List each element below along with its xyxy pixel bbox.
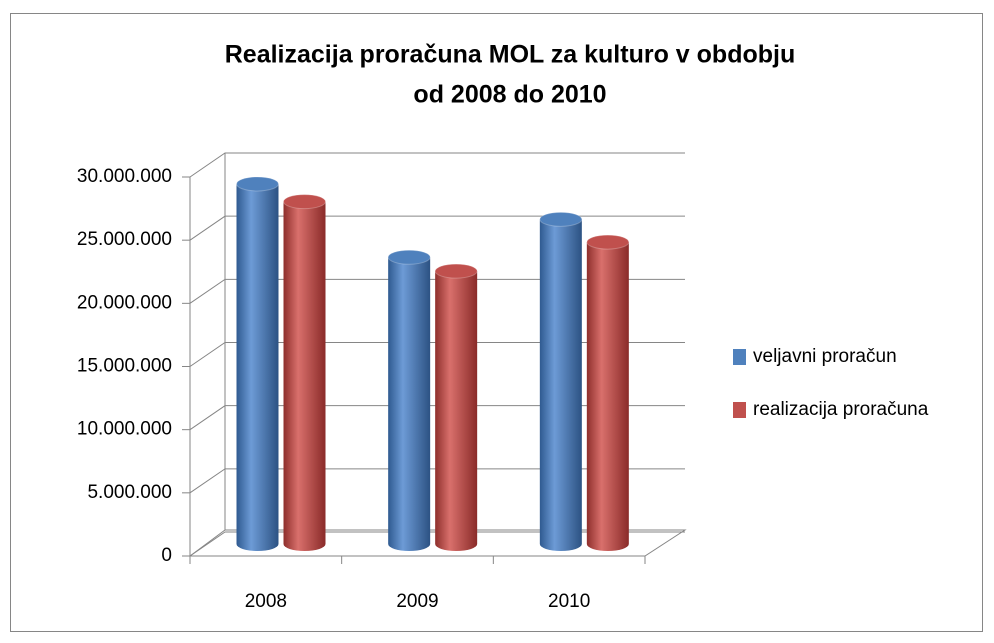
legend-label: veljavni proračun — [753, 346, 897, 367]
bar-body — [388, 257, 431, 551]
legend-swatch — [733, 349, 746, 365]
bar-top — [586, 234, 630, 250]
grid-line — [189, 342, 685, 367]
x-tick-label: 2008 — [245, 591, 287, 612]
chart-title: Realizacija proračuna MOL za kulturo v o… — [225, 41, 795, 69]
chart-title: od 2008 do 2010 — [413, 81, 606, 109]
bar-body — [586, 242, 629, 551]
bar-top — [283, 194, 326, 210]
grid-line — [189, 468, 685, 494]
bar — [387, 249, 431, 551]
bar-top — [387, 249, 431, 265]
bar — [586, 234, 630, 551]
bar-body — [283, 201, 326, 552]
y-tick-label: 15.000.000 — [77, 356, 172, 377]
y-tick-label: 10.000.000 — [77, 419, 172, 440]
y-tick-label: 30.000.000 — [77, 166, 172, 187]
y-tick-label: 20.000.000 — [77, 292, 172, 313]
legend-label: realizacija proračuna — [753, 399, 929, 420]
legend-swatch — [733, 402, 746, 418]
bar-top — [434, 263, 478, 279]
grid-line — [189, 152, 685, 178]
grid-line — [189, 278, 685, 304]
y-tick-label: 5.000.000 — [87, 482, 172, 503]
grid-line — [189, 215, 685, 241]
x-tick-label: 2009 — [396, 591, 438, 612]
bar-body — [539, 219, 582, 551]
bar — [236, 176, 279, 551]
grid-line — [189, 531, 685, 557]
bar — [283, 194, 326, 552]
y-tick-label: 25.000.000 — [77, 229, 172, 250]
y-tick-label: 0 — [161, 545, 172, 566]
bar — [434, 263, 478, 551]
bar-top — [236, 176, 279, 192]
bar-top — [539, 211, 583, 227]
bar-body — [236, 183, 279, 551]
x-tick-label: 2010 — [548, 591, 590, 612]
chart-border — [10, 13, 983, 632]
grid-line — [189, 405, 685, 431]
bar — [539, 211, 583, 551]
bar-body — [435, 271, 478, 551]
